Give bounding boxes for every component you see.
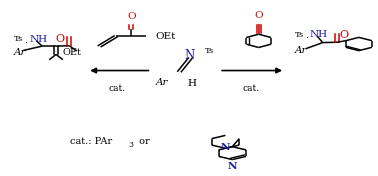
Text: Ar: Ar [156,78,168,87]
Text: NH: NH [30,35,48,44]
Text: Ar: Ar [14,48,26,57]
Text: Ar: Ar [294,46,307,55]
Text: NH: NH [310,30,328,39]
Text: O: O [339,30,348,40]
Text: Ts: Ts [14,35,23,43]
Text: cat.: cat. [108,83,125,93]
Text: .: . [305,32,308,40]
Text: or: or [136,137,149,146]
Text: O: O [127,12,136,21]
Text: Ts: Ts [294,31,304,39]
Text: cat.: PAr: cat.: PAr [70,137,113,146]
Text: N: N [221,143,230,152]
Text: OEt: OEt [63,48,82,57]
Text: .: . [25,36,28,45]
Text: cat.: cat. [243,83,260,93]
Text: O: O [254,11,263,20]
Text: H: H [188,79,197,88]
Text: Ts: Ts [205,47,214,55]
Text: N: N [228,162,237,171]
Text: 3: 3 [128,141,133,149]
Text: N: N [184,49,195,62]
Text: OEt: OEt [155,32,176,41]
Text: O: O [55,34,64,44]
